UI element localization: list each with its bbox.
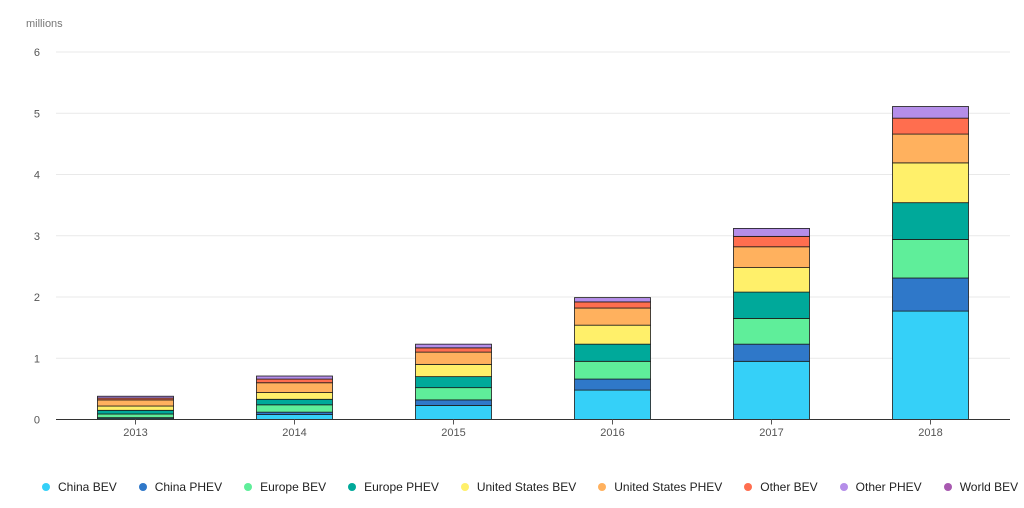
bar-segment [97,399,174,407]
legend-swatch [348,483,357,491]
x-tick-label: 2018 [918,427,942,439]
legend-item[interactable]: World BEV [943,480,1019,494]
bar-segment [574,360,651,380]
x-tick-label: 2016 [600,427,624,439]
grid-lines [56,51,1010,359]
legend-swatch [744,483,753,491]
bar-segment [574,297,651,303]
legend-label: Europe PHEV [364,480,439,494]
bar-segment [574,378,651,391]
legend-swatch [460,483,469,491]
legend-swatch [943,483,952,491]
y-tick-label: 0 [34,415,40,427]
y-axis-ticks: 0 1 2 3 4 5 6 [34,47,40,427]
bar-segment [733,291,810,319]
bar-segment [415,399,492,406]
x-tick-label: 2013 [123,427,147,439]
legend-label: Europe BEV [260,480,327,494]
legend-swatch [839,483,848,491]
legend-label: Other PHEV [855,480,922,494]
bar-segment [733,360,810,420]
bar-segment [415,363,492,378]
legend-label: United States BEV [476,480,577,494]
bar-segment [892,310,969,420]
bar-segment [415,405,492,420]
x-tick-label: 2015 [441,427,465,439]
legend-label: World BEV [959,480,1019,494]
y-tick-label: 6 [34,47,40,59]
legend-item[interactable]: Europe PHEV [348,480,439,494]
bar-segment [256,392,333,400]
bar-segment [256,398,333,406]
legend-item[interactable]: United States BEV [460,480,577,494]
bar-segment [256,404,333,413]
bar-segment [415,347,492,353]
bar-segment [733,235,810,248]
bar-segment [574,343,651,362]
legend-item[interactable]: China BEV [42,480,117,494]
legend-label: China BEV [58,480,117,494]
bar-segment [733,343,810,362]
bar-segment [415,376,492,389]
bar-segment [256,382,333,393]
bar-segment [892,277,969,312]
legend-swatch [244,483,253,491]
bar-segment [574,389,651,420]
y-unit-label: millions [26,18,63,30]
bar-segment [256,414,333,420]
y-tick-label: 5 [34,108,40,120]
bar-segment [574,301,651,309]
legend: China BEV China PHEV Europe BEV Europe PHEV… [0,476,1024,498]
bar-segment [892,106,969,119]
y-tick-label: 4 [34,170,40,182]
bar-segment [733,267,810,293]
bar-segment [97,395,174,399]
legend-label: Other BEV [760,480,818,494]
bar-segment [97,405,174,411]
legend-swatch [598,483,607,491]
bar-segment [892,162,969,204]
bar-segment [415,387,492,401]
bar-segment [256,378,333,384]
x-tick-label: 2017 [759,427,783,439]
bar-segment [415,343,492,349]
bar-segment [574,307,651,326]
bar-segment [574,324,651,345]
bar-segment [892,133,969,164]
bars [97,106,969,420]
bar-segment [892,239,969,279]
bar-segment [892,117,969,135]
legend-item[interactable]: Other BEV [744,480,818,494]
bar-segment [733,227,810,237]
legend-item[interactable]: Europe BEV [244,480,326,494]
y-tick-label: 1 [34,353,40,365]
x-axis-ticks: 2013 2014 2015 2016 2017 2018 [123,419,943,439]
legend-label: China PHEV [154,480,223,494]
legend-item[interactable]: United States PHEV [598,480,722,494]
legend-item[interactable]: China PHEV [138,480,223,494]
bar-segment [256,375,333,380]
x-tick-label: 2014 [282,427,306,439]
y-tick-label: 2 [34,292,40,304]
legend-swatch [138,483,147,491]
legend-swatch [42,483,50,491]
bar-segment [97,409,174,415]
legend-label: United States PHEV [614,480,723,494]
legend-item[interactable]: Other PHEV [839,480,922,494]
bar-segment [415,351,492,365]
bar-segment [733,246,810,268]
y-tick-label: 3 [34,231,40,243]
bar-segment [97,413,174,419]
bar-segment [892,202,969,240]
bar-segment [733,318,810,345]
